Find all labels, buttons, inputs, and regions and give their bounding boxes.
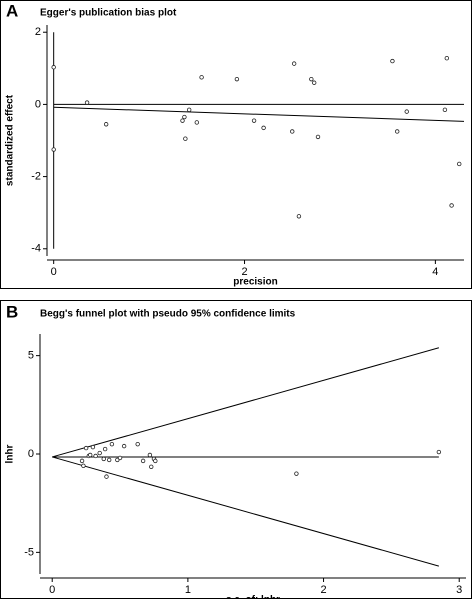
point <box>290 129 295 134</box>
point <box>261 125 266 131</box>
point <box>104 474 109 479</box>
point <box>291 61 297 66</box>
y-tick-label: -4 <box>31 243 41 255</box>
y-tick-label: -5 <box>24 546 34 558</box>
point <box>180 118 185 123</box>
y-tick-label: 5 <box>28 350 34 362</box>
y-tick-label: -2 <box>31 171 41 183</box>
x-tick-label: 3 <box>456 584 462 596</box>
point <box>251 118 257 123</box>
point <box>457 161 462 167</box>
reference-line <box>53 106 465 122</box>
point <box>309 76 314 82</box>
y-tick-label: 0 <box>35 98 41 110</box>
reference-line <box>52 347 440 458</box>
point <box>436 449 442 455</box>
point <box>102 446 108 452</box>
x-tick-label: 2 <box>320 584 326 596</box>
x-tick-label: 0 <box>49 584 55 596</box>
chart-title: Egger's publication bias plot <box>40 8 177 19</box>
point <box>182 114 187 120</box>
point <box>404 109 409 114</box>
point <box>153 458 158 464</box>
point <box>101 456 106 462</box>
x-axis-label: precision <box>233 277 277 288</box>
x-tick-label: 1 <box>185 584 191 596</box>
point <box>83 445 89 451</box>
point <box>90 444 96 450</box>
point <box>390 58 395 64</box>
point <box>315 134 321 140</box>
point <box>234 76 240 82</box>
point <box>194 120 200 125</box>
y-tick-label: 2 <box>35 26 41 38</box>
point <box>395 129 400 134</box>
y-tick-label: 0 <box>28 448 34 460</box>
y-axis-label: lnhr <box>5 444 16 463</box>
point <box>140 458 146 464</box>
point <box>51 147 56 152</box>
point <box>147 452 153 458</box>
point <box>442 107 448 113</box>
panel-label: B <box>6 302 18 321</box>
x-tick-label: 2 <box>241 266 247 278</box>
point <box>106 457 112 463</box>
point <box>311 80 317 85</box>
point <box>93 453 98 459</box>
point <box>79 458 85 464</box>
point <box>186 107 192 113</box>
point <box>294 471 299 476</box>
x-tick-label: 0 <box>51 266 57 278</box>
panel-frame <box>0 0 472 289</box>
point <box>135 441 140 447</box>
x-axis-label: s.e. of: lnhr <box>226 595 280 599</box>
point <box>149 464 154 469</box>
point <box>84 100 90 105</box>
panel-frame <box>0 300 472 599</box>
point <box>81 463 86 469</box>
point <box>199 75 204 80</box>
point <box>183 136 188 141</box>
panel-label: A <box>6 1 18 20</box>
y-axis-label: standardized effect <box>5 94 16 186</box>
point <box>117 455 123 461</box>
point <box>449 203 454 208</box>
x-tick-label: 4 <box>432 266 438 278</box>
point <box>444 56 450 61</box>
point <box>97 450 102 456</box>
point <box>121 443 127 449</box>
point <box>87 452 93 458</box>
chart-title: Begg's funnel plot with pseudo 95% confi… <box>40 309 296 320</box>
point <box>296 214 302 219</box>
point <box>103 122 109 127</box>
point <box>51 65 56 70</box>
point <box>109 441 115 447</box>
reference-line <box>52 456 440 567</box>
